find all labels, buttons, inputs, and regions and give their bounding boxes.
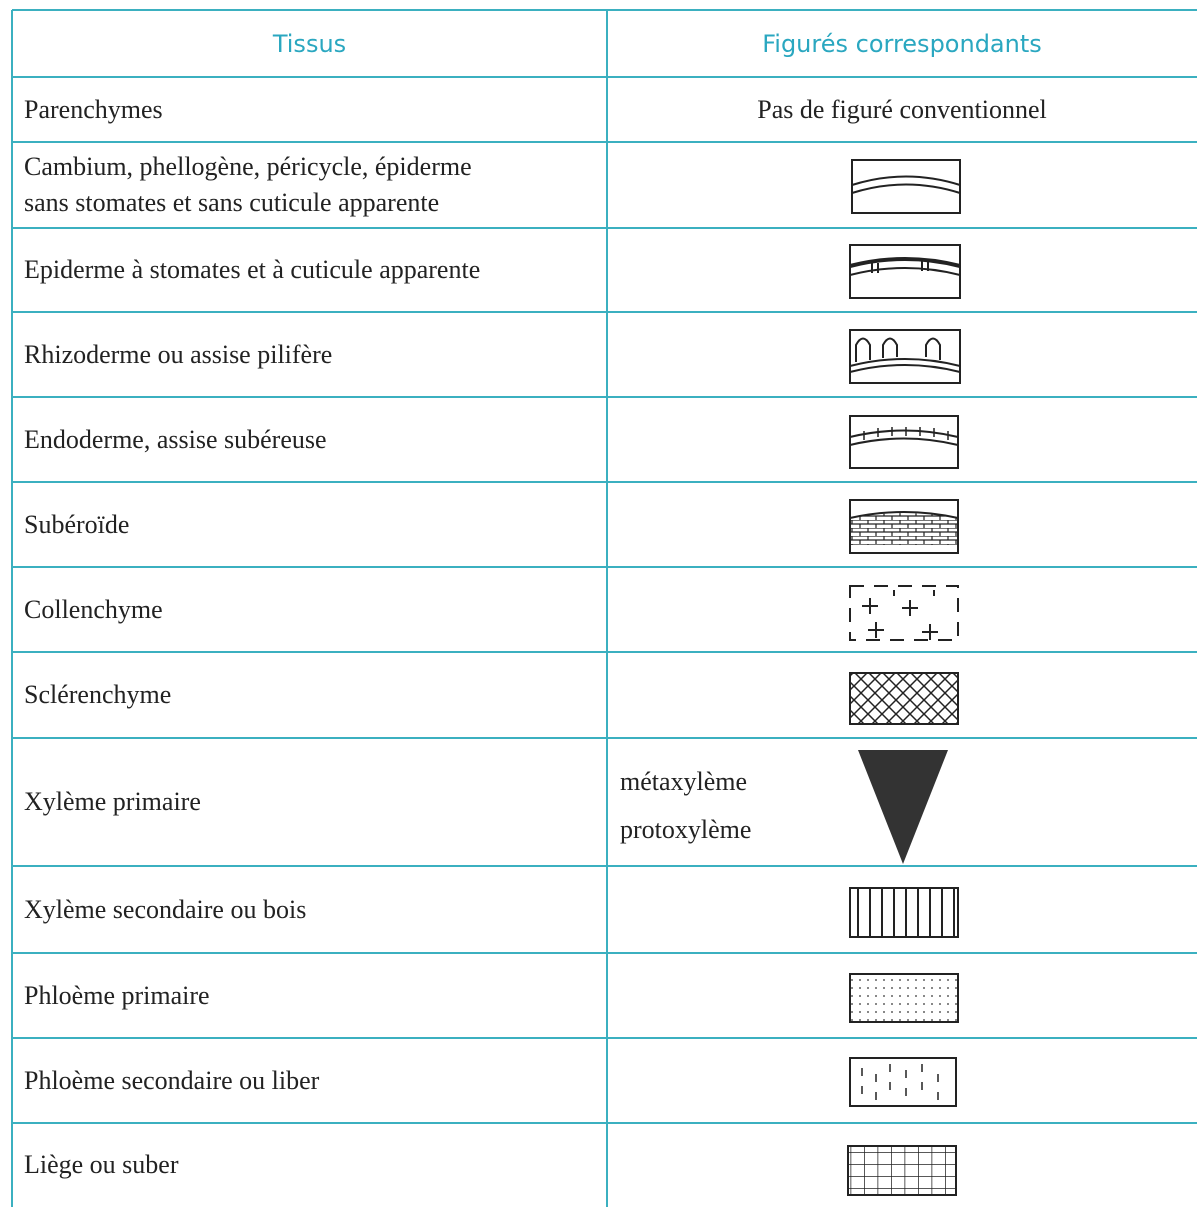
tissue-name: Phloème secondaire ou liber xyxy=(24,1065,320,1095)
tissue-name: Liège ou suber xyxy=(24,1150,179,1179)
tissue-name: Phloème primaire xyxy=(24,980,210,1010)
suberoide-icon xyxy=(849,499,959,554)
header-cell: Figurés correspondants xyxy=(762,29,1042,58)
xyleme-secondaire-icon xyxy=(849,887,959,938)
phloeme-primaire-icon xyxy=(849,973,959,1023)
tissue-name: Cambium, phellogène, péricycle, épiderme… xyxy=(24,152,472,217)
tissue-name: Rhizoderme ou assise pilifère xyxy=(24,339,333,369)
liege-icon xyxy=(847,1145,957,1196)
epiderme-icon xyxy=(849,244,961,299)
tissue-name: Endoderme, assise subéreuse xyxy=(24,424,327,454)
sclerenchyme-icon xyxy=(849,672,959,725)
tissue-name: Parenchymes xyxy=(24,94,163,124)
figure-text: Pas de figuré conventionnel xyxy=(757,94,1047,124)
figure-label: métaxylème xyxy=(620,767,748,796)
figures xyxy=(847,159,961,1196)
collenchyme-icon xyxy=(849,585,959,641)
tissue-name: Collenchyme xyxy=(24,594,163,624)
tissue-name: Xylème secondaire ou bois xyxy=(24,894,307,924)
tissue-name: Sclérenchyme xyxy=(24,680,172,709)
xyleme-primaire-icon xyxy=(858,750,948,864)
phloeme-secondaire-icon xyxy=(849,1057,957,1107)
cambium-icon xyxy=(851,159,961,214)
endoderme-icon xyxy=(849,415,959,469)
tissue-name: Epiderme à stomates et à cuticule appare… xyxy=(24,255,481,284)
tissue-name: Xylème primaire xyxy=(24,787,201,816)
header-cell: Tissus xyxy=(272,29,347,58)
rhizoderme-icon xyxy=(849,329,961,384)
table-lines xyxy=(11,9,1197,1207)
tissue-name: Subéroïde xyxy=(24,509,130,539)
figure-label: protoxylème xyxy=(620,815,752,844)
